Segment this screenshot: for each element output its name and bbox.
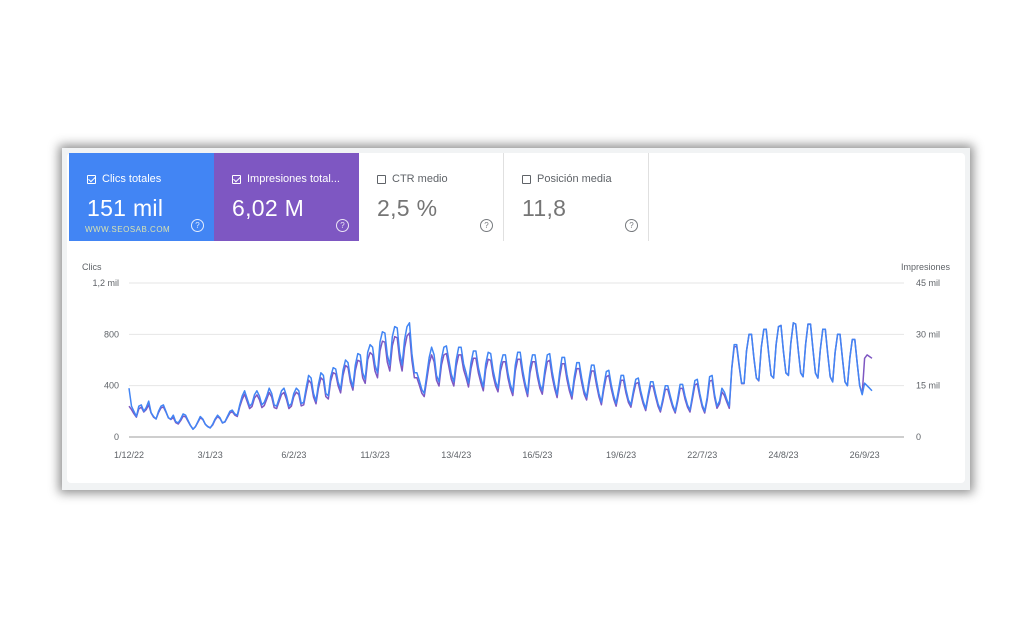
x-tick-label: 19/6/23	[606, 450, 636, 460]
x-tick-label: 1/12/22	[114, 450, 144, 460]
y2-tick-label: 0	[916, 432, 921, 442]
metric-card-header: Impresiones total...	[232, 173, 340, 185]
metric-card-impressions[interactable]: Impresiones total... 6,02 M ?	[214, 153, 359, 241]
metric-value-position: 11,8	[522, 195, 567, 221]
help-icon[interactable]: ?	[625, 219, 638, 232]
checkbox-unchecked-icon[interactable]	[522, 174, 531, 184]
x-tick-label: 24/8/23	[768, 450, 798, 460]
y-tick-label: 0	[114, 432, 119, 442]
y-axis-title: Clics	[82, 262, 102, 272]
y2-tick-label: 15 mil	[916, 381, 940, 391]
performance-card: Clics totales 151 mil WWW.SEOSAB.COM ? I…	[67, 153, 965, 483]
series-line-clicks	[128, 322, 873, 431]
help-icon[interactable]: ?	[336, 219, 349, 232]
checkbox-checked-icon[interactable]	[232, 174, 241, 184]
metric-card-header: Clics totales	[87, 173, 161, 185]
metric-label-impressions: Impresiones total...	[247, 173, 340, 185]
metric-card-clicks[interactable]: Clics totales 151 mil WWW.SEOSAB.COM ?	[69, 153, 214, 241]
metric-card-header: Posición media	[522, 173, 612, 185]
metric-value-impressions: 6,02 M	[232, 195, 305, 221]
metric-cards: Clics totales 151 mil WWW.SEOSAB.COM ? I…	[67, 153, 965, 241]
help-icon[interactable]: ?	[191, 219, 204, 232]
y-tick-label: 400	[104, 381, 119, 391]
metric-label-clicks: Clics totales	[102, 173, 162, 185]
metric-label-ctr: CTR medio	[392, 173, 448, 185]
metric-value-clicks: 151 mil	[87, 195, 164, 221]
x-tick-label: 11/3/23	[360, 450, 389, 460]
y2-tick-label: 30 mil	[916, 329, 940, 339]
x-tick-label: 26/9/23	[850, 450, 880, 460]
performance-chart: 0 400 800 1,2 mil 0 15 mil 30 mil 45 mil Clics Im…	[82, 262, 951, 460]
x-tick-label: 3/1/23	[198, 450, 223, 460]
checkbox-checked-icon[interactable]	[87, 174, 96, 184]
x-tick-label: 6/2/23	[281, 450, 306, 460]
metric-card-ctr[interactable]: CTR medio 2,5 % ?	[359, 153, 504, 241]
x-tick-label: 13/4/23	[441, 450, 471, 460]
y2-tick-label: 45 mil	[916, 278, 940, 288]
y-tick-label: 1,2 mil	[92, 278, 119, 288]
metric-card-position[interactable]: Posición media 11,8 ?	[504, 153, 649, 241]
metric-label-position: Posición media	[537, 173, 612, 185]
metric-value-ctr: 2,5 %	[377, 195, 438, 221]
x-tick-label: 22/7/23	[687, 450, 717, 460]
help-icon[interactable]: ?	[480, 219, 493, 232]
x-tick-label: 16/5/23	[522, 450, 552, 460]
performance-panel: Clics totales 151 mil WWW.SEOSAB.COM ? I…	[62, 148, 970, 490]
y-tick-label: 800	[104, 329, 119, 339]
watermark-text: WWW.SEOSAB.COM	[85, 225, 171, 234]
checkbox-unchecked-icon[interactable]	[377, 174, 386, 184]
metric-card-header: CTR medio	[377, 173, 448, 185]
y2-axis-title: Impresiones	[901, 262, 951, 272]
series-line-impressions	[128, 322, 873, 430]
